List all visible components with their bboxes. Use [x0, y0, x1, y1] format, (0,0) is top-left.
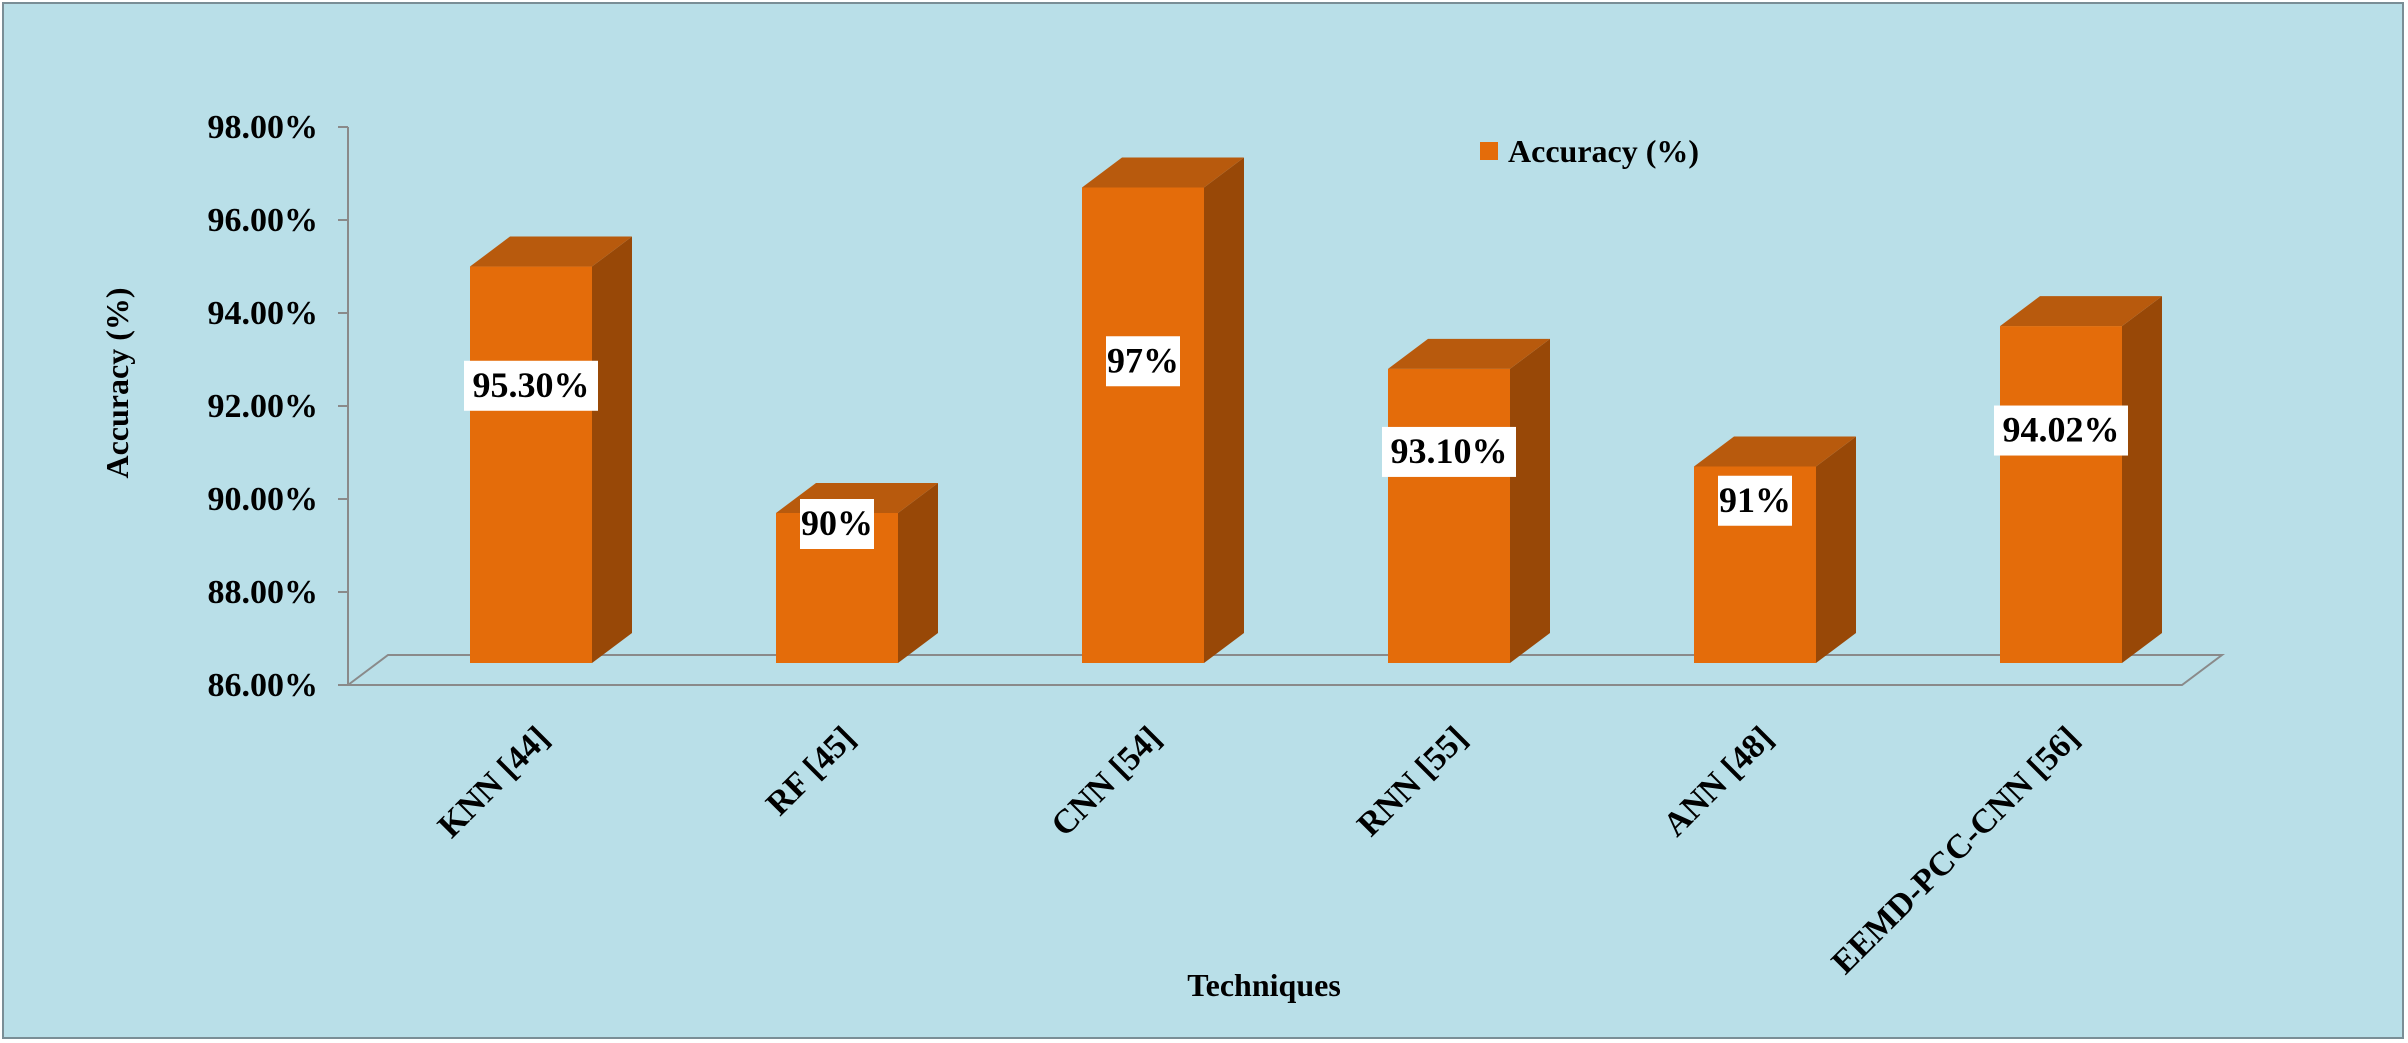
data-label-text: 94.02%	[2003, 410, 2120, 450]
bar-front	[1388, 368, 1510, 663]
x-tick-label: EEMD-PCC-CNN [56]	[1825, 719, 2087, 981]
x-tick-label: RNN [55]	[1350, 719, 1474, 843]
x-axis-tick-labels: KNN [44] RF [45] CNN [54] RNN [55] ANN [48] E…	[431, 719, 2087, 981]
y-tick-label: 86.00%	[208, 667, 319, 704]
data-label-box	[1382, 426, 1516, 477]
y-tick-label: 92.00%	[208, 388, 319, 425]
bar-top	[1082, 157, 1244, 188]
bars	[470, 157, 2162, 664]
data-label: 91%	[1718, 475, 1792, 526]
y-axis: 86.00% 88.00% 90.00% 92.00% 94.00% 96.00% 98.0…	[208, 109, 349, 704]
bar-top	[2000, 296, 2162, 327]
x-tick-label: RF [45]	[759, 719, 862, 822]
y-tick-label: 94.00%	[208, 295, 319, 332]
data-label-box	[800, 499, 874, 549]
y-tick-label: 90.00%	[208, 481, 319, 518]
bar	[776, 483, 938, 663]
data-label: 94.02%	[1994, 405, 2128, 456]
data-label-text: 93.10%	[1391, 431, 1508, 471]
data-labels: 95.30% 90% 97% 93.10% 91% 94.02%	[464, 336, 2128, 549]
legend-swatch	[1480, 142, 1498, 160]
data-label-text: 95.30%	[473, 365, 590, 405]
bar-side	[1204, 157, 1244, 663]
bar-side	[2122, 296, 2162, 663]
bar	[470, 236, 632, 664]
legend-label: Accuracy (%)	[1508, 133, 1699, 169]
x-tick-label: ANN [48]	[1656, 719, 1780, 843]
chart-floor	[345, 654, 2225, 686]
data-label-box	[1994, 405, 2128, 456]
bar-side	[592, 236, 632, 664]
data-label-text: 90%	[801, 503, 873, 543]
bar-top	[470, 236, 632, 267]
bar	[1388, 338, 1550, 663]
bar-top	[1388, 338, 1550, 369]
data-label: 93.10%	[1382, 426, 1516, 477]
bar-top	[1694, 436, 1856, 467]
data-label-box	[1718, 475, 1792, 526]
bar-side	[898, 483, 938, 663]
data-label-box	[464, 360, 598, 411]
y-axis-title: Accuracy (%)	[99, 287, 135, 478]
data-label-box	[1106, 336, 1180, 387]
x-tick-label: CNN [54]	[1044, 719, 1168, 843]
bar-front	[470, 266, 592, 663]
data-label: 97%	[1106, 336, 1180, 387]
bar-side	[1510, 338, 1550, 663]
y-tick-label: 98.00%	[208, 109, 319, 146]
x-axis-title: Techniques	[1187, 967, 1341, 1003]
data-label-text: 97%	[1107, 340, 1179, 380]
floor-outline	[345, 654, 2225, 686]
y-tick-label: 88.00%	[208, 574, 319, 611]
x-tick-label: KNN [44]	[431, 719, 557, 845]
data-label: 90%	[800, 499, 874, 549]
bar	[2000, 296, 2162, 663]
bar-front	[2000, 326, 2122, 663]
data-label: 95.30%	[464, 360, 598, 411]
bar-front	[1082, 187, 1204, 663]
bar	[1082, 157, 1244, 663]
bar	[1694, 436, 1856, 663]
bar-side	[1816, 436, 1856, 663]
data-label-text: 91%	[1719, 480, 1791, 520]
legend: Accuracy (%)	[1480, 133, 1699, 169]
y-tick-label: 96.00%	[208, 202, 319, 239]
